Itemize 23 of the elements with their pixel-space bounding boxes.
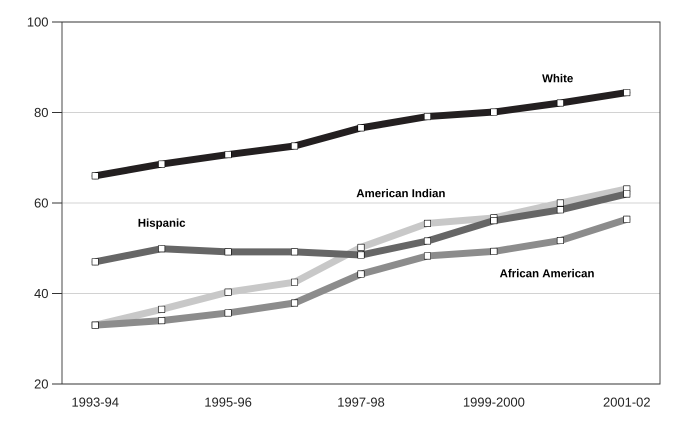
x-tick-label: 1997-98 (338, 398, 384, 407)
point (92, 172, 99, 180)
y-tick-label: 60 (34, 198, 48, 208)
x-tick-label: 1993-94 (72, 398, 119, 407)
series-label: Hispanic (138, 218, 186, 230)
text: American Indian (356, 188, 445, 198)
point (158, 160, 166, 168)
point (623, 89, 630, 96)
y-tick-label: 40 (34, 288, 48, 298)
y-tick-label: 20 (34, 379, 48, 389)
point (291, 142, 298, 150)
y-tick-label: 80 (34, 108, 48, 118)
x-tick-label: 1999-2000 (464, 398, 524, 407)
point (358, 124, 365, 132)
point (224, 151, 232, 158)
point (490, 108, 498, 116)
series-label: White (542, 74, 573, 82)
point (556, 99, 564, 106)
x-tick-label: 2001-02 (604, 398, 650, 407)
y-tick-label: 100 (28, 17, 48, 27)
series-label: African American (500, 268, 594, 278)
x-tick-label: 1995-96 (205, 398, 252, 407)
point (424, 113, 431, 120)
